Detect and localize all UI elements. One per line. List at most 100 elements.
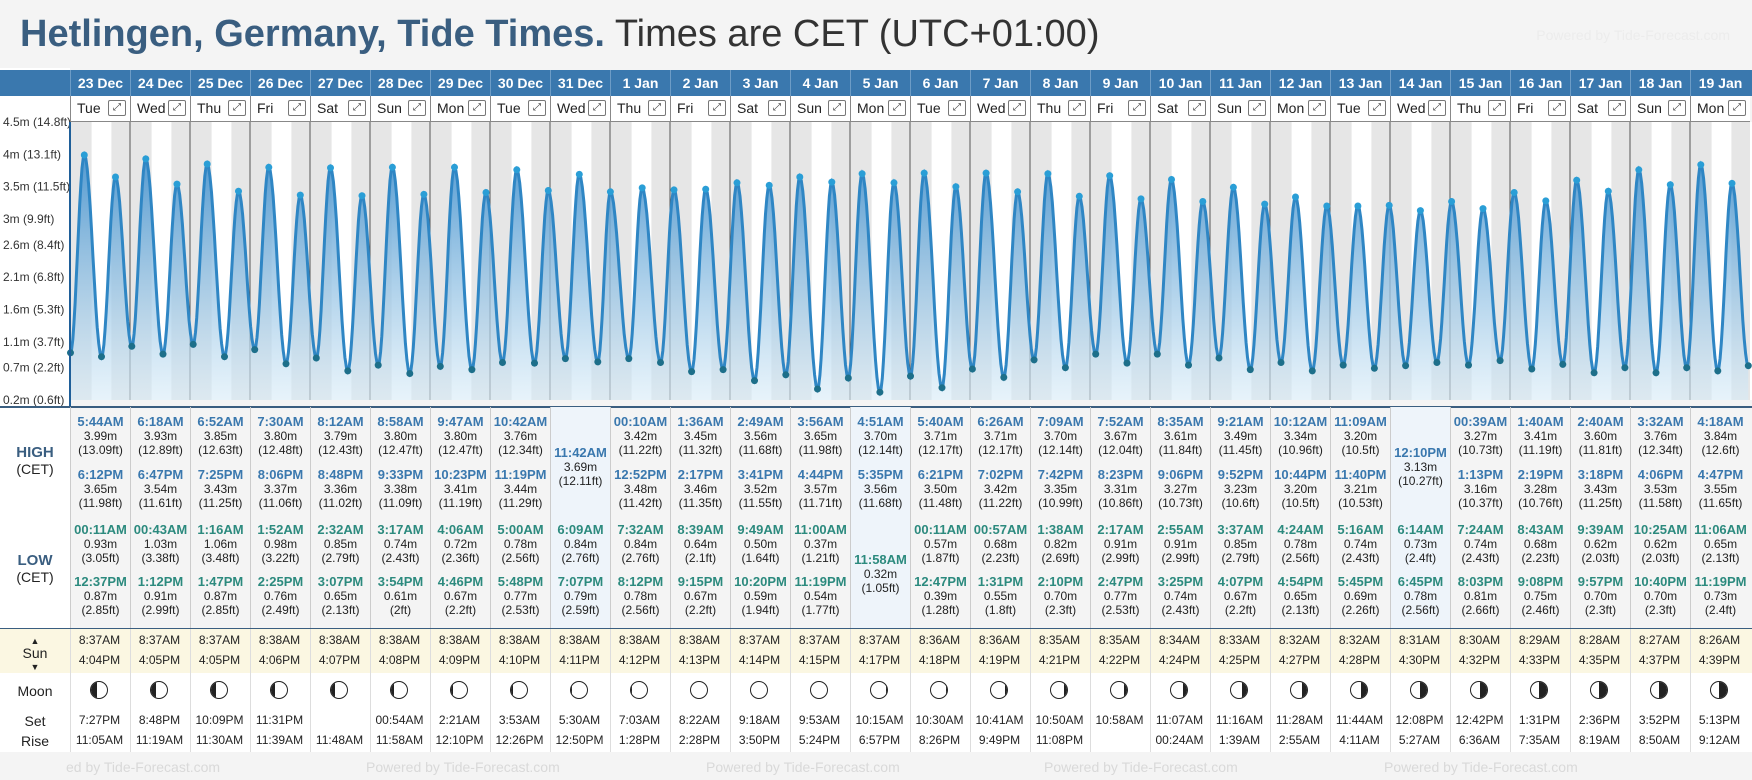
high-tide-point [606, 188, 614, 196]
expand-icon[interactable]: ⤢ [1128, 100, 1146, 116]
expand-icon[interactable]: ⤢ [1308, 100, 1326, 116]
high-tide-entry: 2:40AM 3.60m (11.81ft) [1571, 415, 1630, 458]
low-tide-time: 3:07PM [317, 574, 364, 589]
high-tide-feet: (10.76ft) [1518, 496, 1563, 510]
expand-icon[interactable]: ⤢ [768, 100, 786, 116]
expand-icon[interactable]: ⤢ [1608, 100, 1626, 116]
expand-icon[interactable]: ⤢ [348, 100, 366, 116]
high-tide-feet: (11.19ft) [1518, 443, 1563, 457]
low-tide-point [1308, 367, 1316, 375]
high-tide-meters: 3.46m [683, 482, 718, 496]
low-tide-entry: 5:45PM 0.69m (2.26ft) [1331, 575, 1390, 618]
low-tide-feet: (2.2ft) [444, 603, 477, 617]
y-tick-label: 1.6m (5.3ft) [3, 303, 64, 317]
expand-icon[interactable]: ⤢ [1068, 100, 1086, 116]
moon-phase-icon [1110, 681, 1128, 699]
title-timezone: Times are CET (UTC+01:00) [614, 13, 1100, 55]
expand-icon[interactable]: ⤢ [1548, 100, 1566, 116]
moon-shadow [1479, 682, 1487, 698]
low-tide-meters: 0.91m [1163, 537, 1198, 551]
high-tide-meters: 3.76m [1643, 429, 1678, 443]
moon-phase-icon [1650, 681, 1668, 699]
expand-icon[interactable]: ⤢ [828, 100, 846, 116]
weekday-label: Fri [1517, 100, 1534, 116]
day-column: 00:10AM 3.42m (11.22ft) 12:52PM 3.48m (11.42f… [610, 407, 670, 752]
high-tide-point [765, 181, 773, 189]
expand-icon[interactable]: ⤢ [228, 100, 246, 116]
moonset-time: 5:30AM [558, 713, 601, 727]
high-tide-point [1044, 170, 1052, 178]
low-tide-feet: (2.76ft) [561, 551, 600, 565]
sunrise-time: 8:37AM [78, 633, 121, 647]
high-tide-feet: (13.09ft) [78, 443, 123, 457]
high-tide-point [858, 170, 866, 178]
low-tide-meters: 0.75m [1523, 589, 1558, 603]
expand-icon[interactable]: ⤢ [408, 100, 426, 116]
low-tide-time: 5:48PM [497, 574, 544, 589]
low-tide-entry: 11:58AM 0.32m (1.05ft) [851, 553, 910, 596]
sunset-time: 4:25PM [1218, 653, 1261, 667]
moonrise-time: 5:27AM [1398, 733, 1441, 747]
expand-icon[interactable]: ⤢ [1728, 100, 1746, 116]
expand-icon[interactable]: ⤢ [648, 100, 666, 116]
expand-icon[interactable]: ⤢ [708, 100, 726, 116]
y-axis-panel [0, 122, 70, 406]
high-tide-time: 3:18PM [1577, 467, 1624, 482]
high-tide-time: 4:47PM [1697, 467, 1744, 482]
low-label: LOW (CET) [16, 552, 54, 585]
day-column: 1:40AM 3.41m (11.19ft) 2:19PM 3.28m (10.76ft)… [1510, 407, 1570, 752]
moon-cell-border [1510, 673, 1511, 752]
expand-icon[interactable]: ⤢ [1488, 100, 1506, 116]
expand-icon[interactable]: ⤢ [168, 100, 186, 116]
low-tide-entry: 9:39AM 0.62m (2.03ft) [1571, 523, 1630, 566]
expand-icon[interactable]: ⤢ [528, 100, 546, 116]
moon-cell-border [1150, 673, 1151, 752]
high-tide-point [1666, 181, 1674, 189]
low-tide-entry: 6:09AM 0.84m (2.76ft) [551, 523, 610, 566]
low-tide-meters: 0.87m [83, 589, 118, 603]
expand-icon[interactable]: ⤢ [288, 100, 306, 116]
expand-icon[interactable]: ⤢ [1668, 100, 1686, 116]
high-tide-entry: 3:18PM 3.43m (11.25ft) [1571, 467, 1630, 511]
high-tide-meters: 3.65m [83, 482, 118, 496]
moon-cell-border [850, 673, 851, 752]
expand-icon[interactable]: ⤢ [1188, 100, 1206, 116]
weekday-cell: Sun ⤢ [370, 96, 430, 122]
y-tick-label: 3m (9.9ft) [3, 212, 54, 226]
high-tide-time: 11:42AM [554, 445, 607, 460]
sunset-time: 4:05PM [138, 653, 181, 667]
low-tide-meters: 0.61m [383, 589, 418, 603]
high-tide-point [670, 186, 678, 194]
expand-icon[interactable]: ⤢ [108, 100, 126, 116]
high-tide-time: 12:52PM [614, 467, 667, 482]
date-cell: 8 Jan [1030, 70, 1090, 96]
low-tide-point [1246, 366, 1254, 374]
high-tide-entry: 3:56AM 3.65m (11.98ft) [791, 415, 850, 458]
low-tide-point [1123, 359, 1131, 367]
high-tide-entry: 7:42PM 3.35m (10.99ft) [1031, 468, 1090, 511]
y-tick-label: 4.5m (14.8ft) [3, 115, 71, 129]
low-tide-entry: 4:54PM 0.65m (2.13ft) [1271, 575, 1330, 618]
moon-cell-border [730, 673, 731, 752]
high-tide-feet: (11.25ft) [1578, 496, 1623, 510]
moon-shadow [271, 682, 276, 698]
moon-shadow [91, 682, 98, 698]
expand-icon[interactable]: ⤢ [888, 100, 906, 116]
moon-phase-icon [1410, 681, 1428, 699]
moon-phase-icon [390, 681, 408, 699]
expand-icon[interactable]: ⤢ [1428, 100, 1446, 116]
expand-icon[interactable]: ⤢ [948, 100, 966, 116]
low-tide-time: 12:47PM [914, 574, 967, 589]
expand-icon[interactable]: ⤢ [1008, 100, 1026, 116]
expand-icon[interactable]: ⤢ [468, 100, 486, 116]
expand-icon[interactable]: ⤢ [588, 100, 606, 116]
day-column: 6:26AM 3.71m (12.17ft) 7:02PM 3.42m (11.22ft)… [970, 407, 1030, 752]
moon-shadow [391, 682, 395, 698]
low-tide-entry: 8:39AM 0.64m (2.1ft) [671, 523, 730, 566]
expand-icon[interactable]: ⤢ [1368, 100, 1386, 116]
high-tide-entry: 4:44PM 3.57m (11.71ft) [791, 468, 850, 511]
moon-cell-border [1570, 673, 1571, 752]
high-tide-feet: (10.5ft) [1341, 443, 1380, 457]
expand-icon[interactable]: ⤢ [1248, 100, 1266, 116]
moon-cell-border [130, 673, 131, 752]
